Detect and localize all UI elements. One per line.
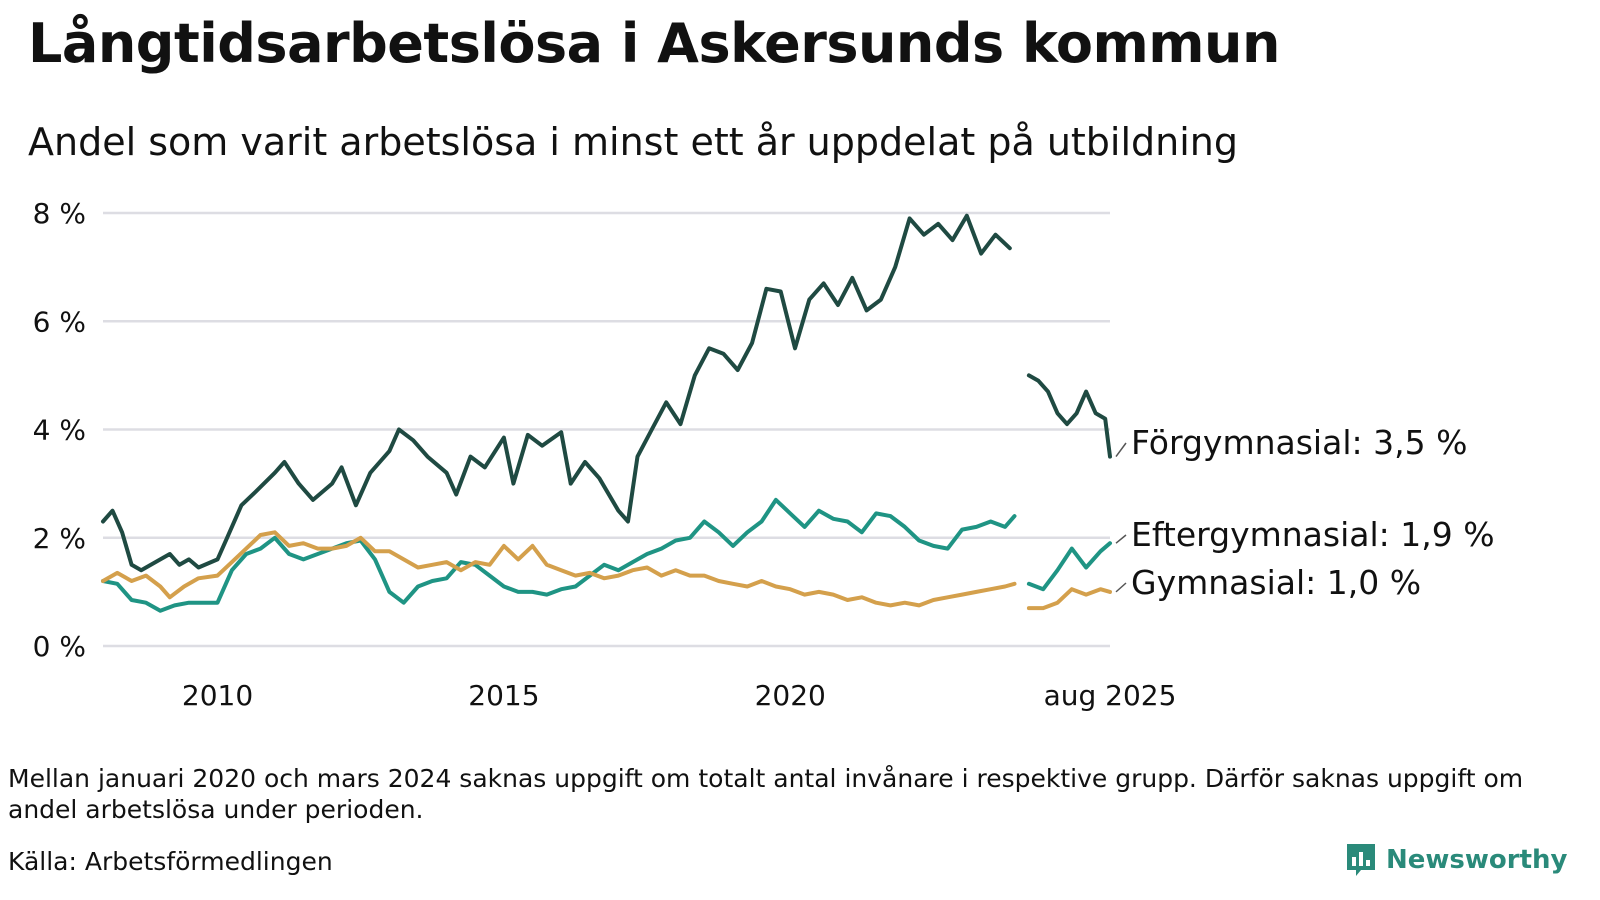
series-end-label: Gymnasial: 1,0 % bbox=[1131, 563, 1421, 602]
grid-lines bbox=[103, 211, 1110, 648]
footnote: Mellan januari 2020 och mars 2024 saknas… bbox=[8, 764, 1524, 824]
x-tick-label: aug 2025 bbox=[1044, 679, 1177, 712]
series-end-label: Förgymnasial: 3,5 % bbox=[1131, 423, 1467, 462]
chart-title: Långtidsarbetslösa i Askersunds kommun bbox=[28, 12, 1280, 75]
series-gymnasial bbox=[101, 530, 1112, 611]
brand-logo[interactable]: Newsworthy bbox=[1344, 842, 1567, 878]
series-end-labels: Förgymnasial: 3,5 % Eftergymnasial: 1,9 %… bbox=[1115, 423, 1495, 602]
brand-name: Newsworthy bbox=[1386, 845, 1568, 875]
series-line-segment bbox=[1026, 587, 1112, 611]
x-tick-label: 2015 bbox=[468, 679, 539, 712]
series-line-segment bbox=[101, 213, 1012, 573]
x-tick-label: 2010 bbox=[182, 679, 253, 712]
series-line-segment bbox=[101, 530, 1017, 608]
x-tick-label: 2020 bbox=[755, 679, 826, 712]
label-connector bbox=[1115, 582, 1127, 593]
source-note: Källa: Arbetsförmedlingen bbox=[8, 847, 333, 876]
series-lines bbox=[101, 213, 1112, 613]
series-line-segment bbox=[1026, 541, 1112, 592]
series-end-label: Eftergymnasial: 1,9 % bbox=[1131, 515, 1495, 554]
y-axis-ticks: 0 % 2 % 4 % 6 % 8 % bbox=[33, 197, 86, 663]
y-tick-label: 0 % bbox=[33, 630, 86, 663]
series-förgymnasial bbox=[101, 213, 1112, 573]
y-tick-label: 8 % bbox=[33, 197, 86, 230]
series-eftergymnasial bbox=[101, 497, 1112, 613]
series-line-segment bbox=[101, 497, 1017, 613]
label-connector bbox=[1115, 534, 1127, 544]
label-connector bbox=[1115, 442, 1127, 458]
x-axis-ticks: 2010 2015 2020 aug 2025 bbox=[182, 679, 1177, 712]
y-tick-label: 4 % bbox=[33, 414, 86, 447]
y-tick-label: 2 % bbox=[33, 522, 86, 555]
line-chart: 0 % 2 % 4 % 6 % 8 % 2010 2015 2020 aug 2025 För… bbox=[33, 197, 1495, 712]
series-line-segment bbox=[1026, 373, 1112, 459]
y-tick-label: 6 % bbox=[33, 305, 86, 338]
chart-subtitle: Andel som varit arbetslösa i minst ett å… bbox=[28, 120, 1239, 164]
bar-chart-icon bbox=[1347, 844, 1375, 876]
